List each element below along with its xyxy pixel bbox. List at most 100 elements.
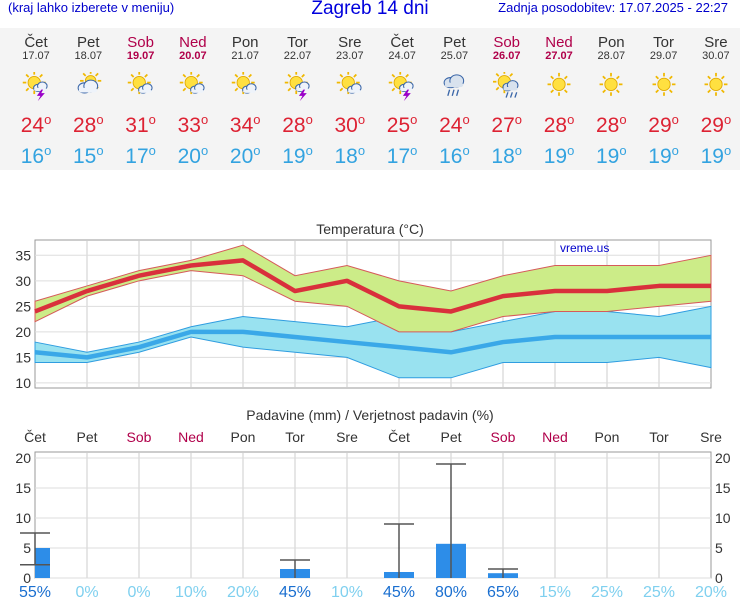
precip-day-label: Sre	[700, 429, 722, 445]
sun-small-cloud-icon	[127, 71, 155, 100]
day-name: Pon	[231, 34, 259, 51]
precip-probability: 45%	[279, 584, 311, 600]
day-name: Sre	[338, 34, 362, 51]
day-name: Sob	[493, 34, 521, 51]
sun-cloud-rain-icon	[492, 70, 521, 100]
min-temp-line	[34, 329, 711, 360]
day-date: 30.07	[702, 50, 730, 62]
precip-probability: 65%	[487, 584, 519, 600]
precip-tick-label-left: 0	[23, 570, 31, 586]
min-temp: 17o	[125, 143, 156, 168]
max-temp-line	[34, 258, 711, 314]
day-date: 22.07	[283, 50, 312, 62]
max-temp: 25o	[386, 112, 418, 137]
precip-tick-label-left: 10	[15, 510, 31, 526]
precip-day-label: Čet	[388, 429, 410, 445]
day-date: 25.07	[440, 50, 469, 62]
min-temp: 15o	[73, 143, 104, 168]
min-temp-band	[34, 305, 712, 379]
day-name: Ned	[179, 34, 207, 51]
precip-probability: 0%	[127, 584, 150, 600]
precip-probability: 25%	[591, 584, 623, 600]
temp-tick-label: 30	[15, 273, 31, 289]
min-temp: 16o	[439, 143, 470, 168]
precip-probability: 10%	[331, 584, 363, 600]
last-update: Zadnja posodobitev: 17.07.2025 - 22:27	[498, 0, 728, 15]
precip-probability: 45%	[383, 584, 415, 600]
precip-day-label: Sob	[127, 429, 152, 445]
day-date: 27.07	[545, 50, 573, 62]
precip-tick-label-right: 5	[715, 540, 723, 556]
precip-day-label: Sob	[491, 429, 516, 445]
min-temp: 18o	[491, 143, 522, 168]
max-temp: 31o	[125, 112, 156, 137]
temp-tick-label: 15	[15, 349, 31, 365]
precip-probability: 25%	[643, 584, 675, 600]
max-temp: 29o	[648, 112, 679, 137]
charts-area: Temperatura (°C) 10 15 20 25 30 35 vreme.us Pada…	[0, 212, 740, 605]
precip-probability: 10%	[175, 584, 207, 600]
temp-tick-label: 10	[15, 375, 31, 391]
min-temp: 17o	[386, 143, 418, 168]
day-date: 17.07	[22, 50, 50, 62]
day-name: Sob	[127, 34, 154, 51]
day-date: 21.07	[231, 50, 259, 62]
max-temp: 24o	[20, 112, 52, 137]
min-temp: 20o	[177, 143, 209, 168]
max-temp: 28o	[282, 112, 313, 137]
precip-probability: 80%	[435, 584, 467, 600]
temp-tick-label: 20	[15, 324, 31, 340]
min-temp: 19o	[282, 143, 313, 168]
precip-tick-label-right: 10	[715, 510, 731, 526]
min-temp: 20o	[229, 143, 261, 168]
temp-chart-title: Temperatura (°C)	[316, 221, 424, 237]
precip-day-label: Tor	[285, 429, 305, 445]
watermark: vreme.us	[560, 241, 609, 255]
temp-tick-label: 35	[15, 247, 31, 263]
precip-day-label: Pon	[231, 429, 256, 445]
max-temp: 28o	[543, 112, 575, 137]
sun-icon	[650, 72, 678, 100]
max-temp: 28o	[596, 112, 627, 137]
sun-cloud-lightning-icon	[284, 71, 312, 102]
sun-icon	[545, 72, 573, 100]
max-temp: 27o	[491, 112, 522, 137]
day-date: 20.07	[179, 50, 207, 62]
min-temp: 19o	[700, 143, 732, 168]
day-date: 26.07	[492, 50, 521, 62]
day-name: Čet	[390, 34, 414, 51]
min-temp: 19o	[596, 143, 627, 168]
precip-tick-label-right: 0	[715, 570, 723, 586]
precip-day-label: Pet	[440, 429, 461, 445]
day-date: 24.07	[388, 50, 416, 62]
max-temp: 33o	[177, 112, 209, 137]
precip-plot-area	[34, 451, 712, 579]
day-date: 18.07	[74, 50, 103, 62]
precip-day-label: Tor	[649, 429, 669, 445]
sun-icon	[702, 72, 730, 100]
max-temp-band	[34, 244, 712, 333]
sun-small-cloud-icon	[336, 71, 364, 100]
precip-tick-label-left: 20	[15, 450, 31, 466]
day-name: Tor	[287, 34, 308, 51]
precip-probability: 55%	[19, 584, 51, 600]
max-temp: 30o	[334, 112, 366, 137]
precip-day-label: Pet	[76, 429, 97, 445]
charts-svg: Temperatura (°C) 10 15 20 25 30 35 vreme.us Pada…	[15, 221, 731, 601]
sun-small-cloud-icon	[179, 71, 207, 100]
min-temp: 16o	[20, 143, 52, 168]
day-name: Pet	[443, 34, 466, 51]
rain-cloud-icon	[440, 72, 468, 100]
day-name: Tor	[653, 34, 675, 51]
max-temp: 24o	[439, 112, 470, 137]
min-temp: 19o	[648, 143, 679, 168]
precip-day-label: Pon	[595, 429, 620, 445]
sun-behind-cloud-icon	[74, 70, 102, 100]
precip-probability: 15%	[539, 584, 571, 600]
max-temp: 34o	[229, 112, 261, 137]
page-title: Zagreb 14 dni	[311, 0, 429, 19]
precip-tick-label-right: 20	[715, 450, 731, 466]
day-name: Sre	[704, 34, 728, 51]
max-temp: 28o	[73, 112, 104, 137]
precip-probability: 0%	[75, 584, 98, 600]
